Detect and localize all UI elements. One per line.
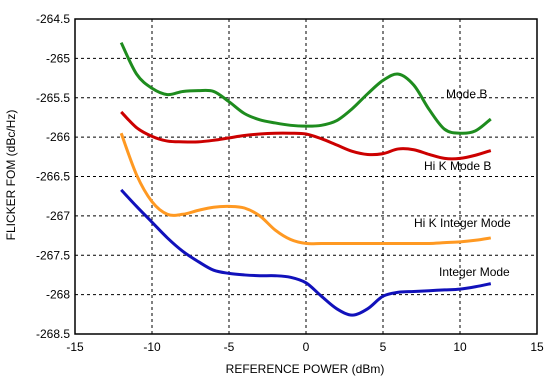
series-line-integer-mode <box>120 188 492 317</box>
y-tick-label: -265 <box>46 51 70 65</box>
y-tick-label: -264.5 <box>36 12 70 26</box>
y-axis-label: FLICKER FOM (dBc/Hz) <box>4 110 18 241</box>
x-axis-label: REFERENCE POWER (dBm) <box>226 362 385 376</box>
tick-labels: -15 -10 -5 0 5 10 15 -264.5 -265 -265.5 -266 -266.5… <box>36 12 544 354</box>
y-tick-label: -267 <box>46 209 70 223</box>
series-line-hi-k-integer-mode <box>119 132 492 246</box>
series-line-mode-b <box>119 41 492 135</box>
x-tick-label: 10 <box>453 340 467 354</box>
series-group <box>119 41 492 317</box>
series-annotations: Mode B Hi K Mode B Hi K Integer Mode Int… <box>414 87 511 279</box>
series-line-hi-k-mode-b <box>120 110 492 161</box>
grid <box>75 19 537 334</box>
x-tick-label: -5 <box>224 340 235 354</box>
annotation-hi-k-mode-b: Hi K Mode B <box>424 159 491 173</box>
annotation-integer-mode: Integer Mode <box>439 265 510 279</box>
y-tick-label: -266.5 <box>36 170 70 184</box>
annotation-hi-k-integer-mode: Hi K Integer Mode <box>414 216 511 230</box>
x-tick-label: 15 <box>530 340 544 354</box>
x-tick-label: 5 <box>380 340 387 354</box>
plot-frame <box>74 18 538 335</box>
y-tick-label: -267.5 <box>36 248 70 262</box>
y-tick-label: -265.5 <box>36 91 70 105</box>
y-tick-label: -266 <box>46 130 70 144</box>
y-tick-label: -268 <box>46 288 70 302</box>
y-tick-label: -268.5 <box>36 327 70 341</box>
x-tick-label: 0 <box>303 340 310 354</box>
x-tick-label: -15 <box>66 340 84 354</box>
annotation-mode-b: Mode B <box>446 87 487 101</box>
x-tick-label: -10 <box>143 340 161 354</box>
